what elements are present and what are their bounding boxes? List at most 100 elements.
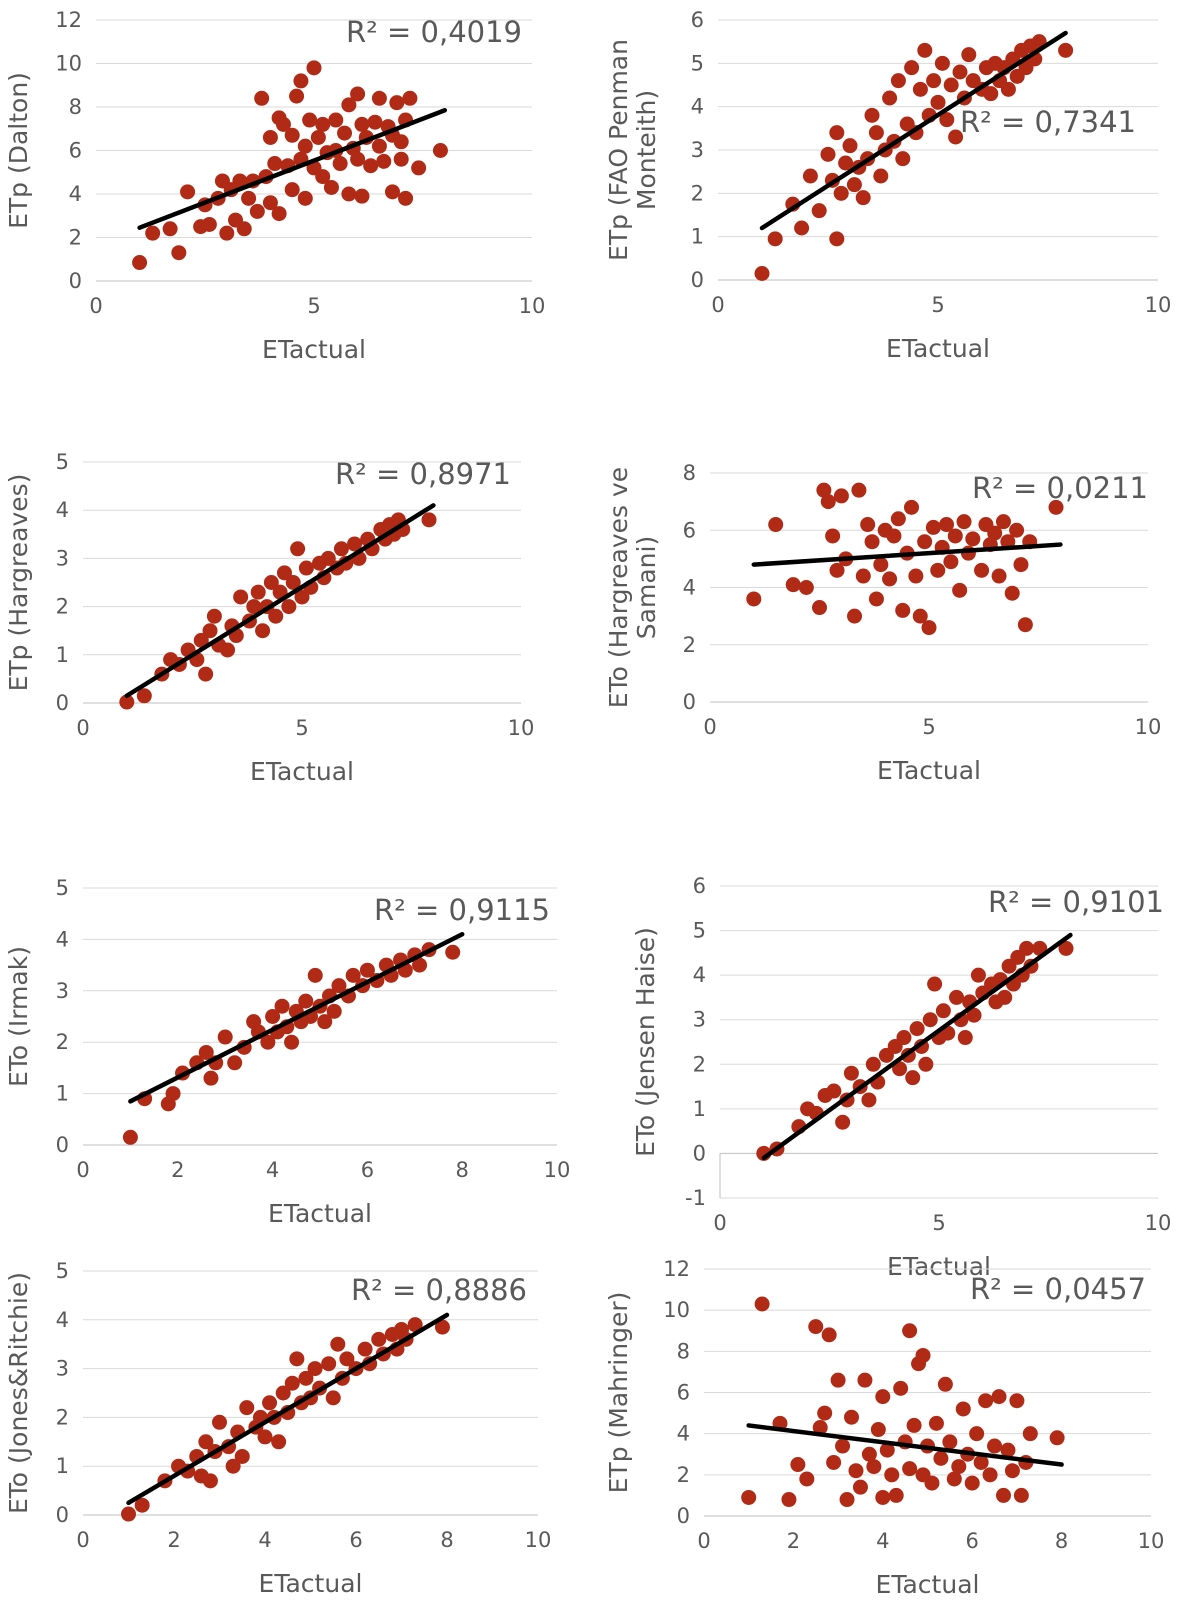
x-tick-label: 0: [711, 293, 724, 317]
x-tick-label: 0: [703, 715, 716, 739]
data-point: [902, 1323, 918, 1339]
data-point: [741, 1489, 757, 1505]
r-squared-label: R² = 0,4019: [346, 15, 522, 49]
data-point: [942, 1434, 958, 1450]
r-squared-label: R² = 0,9115: [374, 893, 550, 927]
y-tick-label: 3: [56, 546, 69, 570]
x-tick-label: 6: [361, 1158, 374, 1182]
y-tick-label: 4: [693, 963, 706, 987]
data-point: [321, 1356, 337, 1372]
data-point: [930, 94, 946, 110]
x-tick-label: 8: [1055, 1529, 1068, 1553]
data-point: [861, 1446, 877, 1462]
data-point: [835, 1438, 851, 1454]
data-point: [376, 153, 392, 169]
data-point: [839, 1492, 855, 1508]
data-point: [332, 156, 348, 172]
y-tick-label: 0: [693, 1141, 706, 1165]
x-tick-label: 5: [295, 716, 308, 740]
y-tick-label: 4: [677, 1422, 690, 1446]
y-axis-title: ETo (Hargreaves veSamani): [604, 467, 661, 708]
y-tick-label: 6: [683, 518, 696, 542]
data-point: [991, 568, 1007, 584]
data-point: [350, 151, 366, 167]
x-tick-label: 0: [89, 294, 102, 318]
data-point: [217, 1029, 233, 1045]
data-point: [820, 146, 836, 162]
data-point: [432, 143, 448, 158]
data-point: [965, 531, 981, 547]
data-point: [781, 1492, 797, 1508]
data-point: [829, 562, 845, 578]
data-point: [341, 97, 357, 113]
y-tick-label: 4: [56, 498, 69, 522]
data-point: [134, 1497, 150, 1513]
data-point: [357, 1341, 373, 1357]
data-point: [943, 554, 959, 570]
data-point: [852, 1479, 868, 1495]
data-point: [298, 993, 314, 1009]
data-point: [928, 1415, 944, 1431]
data-point: [978, 1393, 994, 1409]
y-tick-label: 0: [56, 1503, 69, 1527]
data-point: [285, 575, 301, 590]
x-tick-label: 10: [508, 716, 535, 740]
y-tick-label: 0: [691, 268, 704, 292]
data-point: [952, 64, 968, 80]
y-tick-label: 10: [663, 1298, 690, 1322]
r-squared-label: R² = 0,8886: [351, 1273, 527, 1307]
y-tick-label: 0: [677, 1504, 690, 1528]
y-tick-label: 5: [56, 876, 69, 900]
trendline: [751, 542, 1063, 567]
data-point: [829, 231, 845, 247]
data-point: [939, 517, 955, 533]
data-point: [937, 1376, 953, 1392]
data-point: [1058, 42, 1074, 58]
r-squared-label: R² = 0,0211: [972, 471, 1148, 505]
data-point: [948, 129, 964, 145]
y-axis-title: ETp (Mahringer): [604, 1292, 633, 1494]
data-point: [389, 95, 405, 111]
data-point: [833, 185, 849, 201]
y-tick-label: 4: [691, 95, 704, 119]
data-point: [838, 155, 854, 171]
data-point: [882, 571, 898, 587]
y-tick-label: 3: [56, 1357, 69, 1381]
data-point: [904, 60, 920, 76]
data-point: [1000, 534, 1016, 550]
data-point: [934, 55, 950, 71]
data-point: [868, 125, 884, 141]
data-point: [951, 1459, 967, 1475]
y-axis-title-line: ETp (Dalton): [4, 72, 33, 229]
data-point: [1013, 557, 1029, 573]
data-point: [857, 1372, 873, 1388]
data-point: [165, 1086, 181, 1102]
data-point: [847, 608, 863, 624]
x-axis-title: ETactual: [259, 1569, 363, 1598]
data-point: [241, 190, 257, 206]
y-axis-title-line: Monteith): [632, 90, 661, 210]
x-tick-label: 0: [76, 716, 89, 740]
data-point: [198, 666, 214, 682]
y-axis-title: ETo (Jensen Haise): [631, 927, 660, 1157]
data-point: [262, 129, 278, 145]
data-point: [354, 188, 370, 204]
data-point: [265, 1009, 281, 1024]
data-point: [193, 632, 209, 648]
data-point: [289, 88, 305, 104]
data-point: [957, 1030, 973, 1046]
data-point: [785, 577, 801, 593]
data-point: [136, 688, 152, 704]
data-point: [947, 528, 963, 544]
y-axis-title-line: ETp (Mahringer): [604, 1292, 633, 1494]
y-axis-title: ETp (Hargreaves): [4, 474, 33, 692]
data-point: [345, 967, 361, 983]
data-point: [908, 568, 924, 584]
y-tick-label: 12: [663, 1257, 690, 1281]
data-point: [844, 1409, 860, 1425]
data-point: [888, 1487, 904, 1503]
x-tick-label: 2: [167, 1528, 180, 1552]
data-point: [1009, 1393, 1025, 1409]
